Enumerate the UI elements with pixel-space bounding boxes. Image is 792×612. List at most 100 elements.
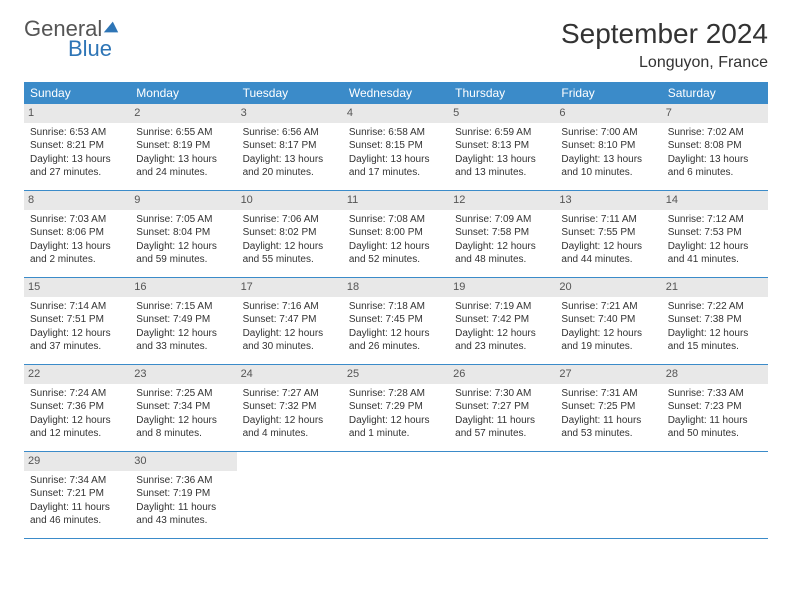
calendar-day: 16Sunrise: 7:15 AMSunset: 7:49 PMDayligh… (130, 278, 236, 364)
day-header: Saturday (662, 82, 768, 104)
sunset-line: Sunset: 8:02 PM (243, 226, 337, 240)
sunset-line: Sunset: 8:08 PM (668, 139, 762, 153)
calendar-empty (237, 452, 343, 538)
day-header: Sunday (24, 82, 130, 104)
sunset-line: Sunset: 7:21 PM (30, 487, 124, 501)
day-number: 24 (237, 365, 343, 384)
sunset-line: Sunset: 7:34 PM (136, 400, 230, 414)
sunset-line: Sunset: 7:19 PM (136, 487, 230, 501)
calendar: SundayMondayTuesdayWednesdayThursdayFrid… (24, 82, 768, 539)
sunrise-line: Sunrise: 7:14 AM (30, 300, 124, 314)
sunset-line: Sunset: 8:15 PM (349, 139, 443, 153)
sunrise-line: Sunrise: 7:27 AM (243, 387, 337, 401)
daylight-line: Daylight: 12 hours and 44 minutes. (561, 240, 655, 267)
calendar-day: 28Sunrise: 7:33 AMSunset: 7:23 PMDayligh… (662, 365, 768, 451)
brand-text: General Blue (24, 18, 120, 60)
day-header-row: SundayMondayTuesdayWednesdayThursdayFrid… (24, 82, 768, 104)
daylight-line: Daylight: 12 hours and 52 minutes. (349, 240, 443, 267)
sunrise-line: Sunrise: 7:06 AM (243, 213, 337, 227)
sunset-line: Sunset: 7:40 PM (561, 313, 655, 327)
sunset-line: Sunset: 7:51 PM (30, 313, 124, 327)
day-number: 11 (343, 191, 449, 210)
day-number: 20 (555, 278, 661, 297)
sunset-line: Sunset: 7:36 PM (30, 400, 124, 414)
daylight-line: Daylight: 13 hours and 6 minutes. (668, 153, 762, 180)
sunrise-line: Sunrise: 6:55 AM (136, 126, 230, 140)
day-number: 19 (449, 278, 555, 297)
day-number: 25 (343, 365, 449, 384)
day-number: 15 (24, 278, 130, 297)
calendar-day: 9Sunrise: 7:05 AMSunset: 8:04 PMDaylight… (130, 191, 236, 277)
brand-logo: General Blue (24, 18, 120, 60)
sunset-line: Sunset: 7:45 PM (349, 313, 443, 327)
daylight-line: Daylight: 12 hours and 1 minute. (349, 414, 443, 441)
calendar-day: 30Sunrise: 7:36 AMSunset: 7:19 PMDayligh… (130, 452, 236, 538)
day-number: 10 (237, 191, 343, 210)
calendar-day: 21Sunrise: 7:22 AMSunset: 7:38 PMDayligh… (662, 278, 768, 364)
sunrise-line: Sunrise: 7:34 AM (30, 474, 124, 488)
calendar-day: 23Sunrise: 7:25 AMSunset: 7:34 PMDayligh… (130, 365, 236, 451)
sunset-line: Sunset: 7:58 PM (455, 226, 549, 240)
sunrise-line: Sunrise: 7:21 AM (561, 300, 655, 314)
calendar-day: 10 Sunrise: 7:06 AMSunset: 8:02 PMDayligh… (237, 191, 343, 277)
calendar-day: 17Sunrise: 7:16 AMSunset: 7:47 PMDayligh… (237, 278, 343, 364)
daylight-line: Daylight: 11 hours and 43 minutes. (136, 501, 230, 528)
daylight-line: Daylight: 11 hours and 57 minutes. (455, 414, 549, 441)
sunrise-line: Sunrise: 6:53 AM (30, 126, 124, 140)
calendar-day: 15Sunrise: 7:14 AMSunset: 7:51 PMDayligh… (24, 278, 130, 364)
daylight-line: Daylight: 12 hours and 12 minutes. (30, 414, 124, 441)
sunrise-line: Sunrise: 7:08 AM (349, 213, 443, 227)
sunset-line: Sunset: 7:42 PM (455, 313, 549, 327)
day-number: 1 (24, 104, 130, 123)
daylight-line: Daylight: 13 hours and 17 minutes. (349, 153, 443, 180)
sunrise-line: Sunrise: 7:15 AM (136, 300, 230, 314)
sunset-line: Sunset: 7:47 PM (243, 313, 337, 327)
sunset-line: Sunset: 7:29 PM (349, 400, 443, 414)
day-number: 16 (130, 278, 236, 297)
day-number: 22 (24, 365, 130, 384)
calendar-week: 1Sunrise: 6:53 AMSunset: 8:21 PMDaylight… (24, 104, 768, 191)
sunset-line: Sunset: 7:38 PM (668, 313, 762, 327)
sunrise-line: Sunrise: 7:22 AM (668, 300, 762, 314)
daylight-line: Daylight: 12 hours and 23 minutes. (455, 327, 549, 354)
day-header: Tuesday (237, 82, 343, 104)
daylight-line: Daylight: 12 hours and 59 minutes. (136, 240, 230, 267)
day-number: 5 (449, 104, 555, 123)
sunset-line: Sunset: 7:27 PM (455, 400, 549, 414)
sunrise-line: Sunrise: 7:12 AM (668, 213, 762, 227)
day-header: Wednesday (343, 82, 449, 104)
calendar-day: 18Sunrise: 7:18 AMSunset: 7:45 PMDayligh… (343, 278, 449, 364)
day-number: 8 (24, 191, 130, 210)
sunrise-line: Sunrise: 6:56 AM (243, 126, 337, 140)
sunrise-line: Sunrise: 7:11 AM (561, 213, 655, 227)
sunset-line: Sunset: 8:00 PM (349, 226, 443, 240)
day-number: 13 (555, 191, 661, 210)
sunrise-line: Sunrise: 7:24 AM (30, 387, 124, 401)
sunset-line: Sunset: 7:53 PM (668, 226, 762, 240)
calendar-empty (662, 452, 768, 538)
sunrise-line: Sunrise: 7:19 AM (455, 300, 549, 314)
calendar-day: 12Sunrise: 7:09 AMSunset: 7:58 PMDayligh… (449, 191, 555, 277)
daylight-line: Daylight: 12 hours and 41 minutes. (668, 240, 762, 267)
calendar-empty (449, 452, 555, 538)
daylight-line: Daylight: 11 hours and 50 minutes. (668, 414, 762, 441)
day-number: 9 (130, 191, 236, 210)
calendar-empty (555, 452, 661, 538)
calendar-day: 7Sunrise: 7:02 AMSunset: 8:08 PMDaylight… (662, 104, 768, 190)
day-header: Thursday (449, 82, 555, 104)
sunrise-line: Sunrise: 7:33 AM (668, 387, 762, 401)
day-number: 27 (555, 365, 661, 384)
day-number: 7 (662, 104, 768, 123)
daylight-line: Daylight: 13 hours and 20 minutes. (243, 153, 337, 180)
sunset-line: Sunset: 7:25 PM (561, 400, 655, 414)
calendar-day: 25Sunrise: 7:28 AMSunset: 7:29 PMDayligh… (343, 365, 449, 451)
sunset-line: Sunset: 8:19 PM (136, 139, 230, 153)
daylight-line: Daylight: 12 hours and 55 minutes. (243, 240, 337, 267)
calendar-day: 4Sunrise: 6:58 AMSunset: 8:15 PMDaylight… (343, 104, 449, 190)
sunset-line: Sunset: 8:17 PM (243, 139, 337, 153)
calendar-day: 29Sunrise: 7:34 AMSunset: 7:21 PMDayligh… (24, 452, 130, 538)
calendar-week: 8Sunrise: 7:03 AMSunset: 8:06 PMDaylight… (24, 191, 768, 278)
daylight-line: Daylight: 11 hours and 53 minutes. (561, 414, 655, 441)
daylight-line: Daylight: 12 hours and 8 minutes. (136, 414, 230, 441)
daylight-line: Daylight: 12 hours and 4 minutes. (243, 414, 337, 441)
